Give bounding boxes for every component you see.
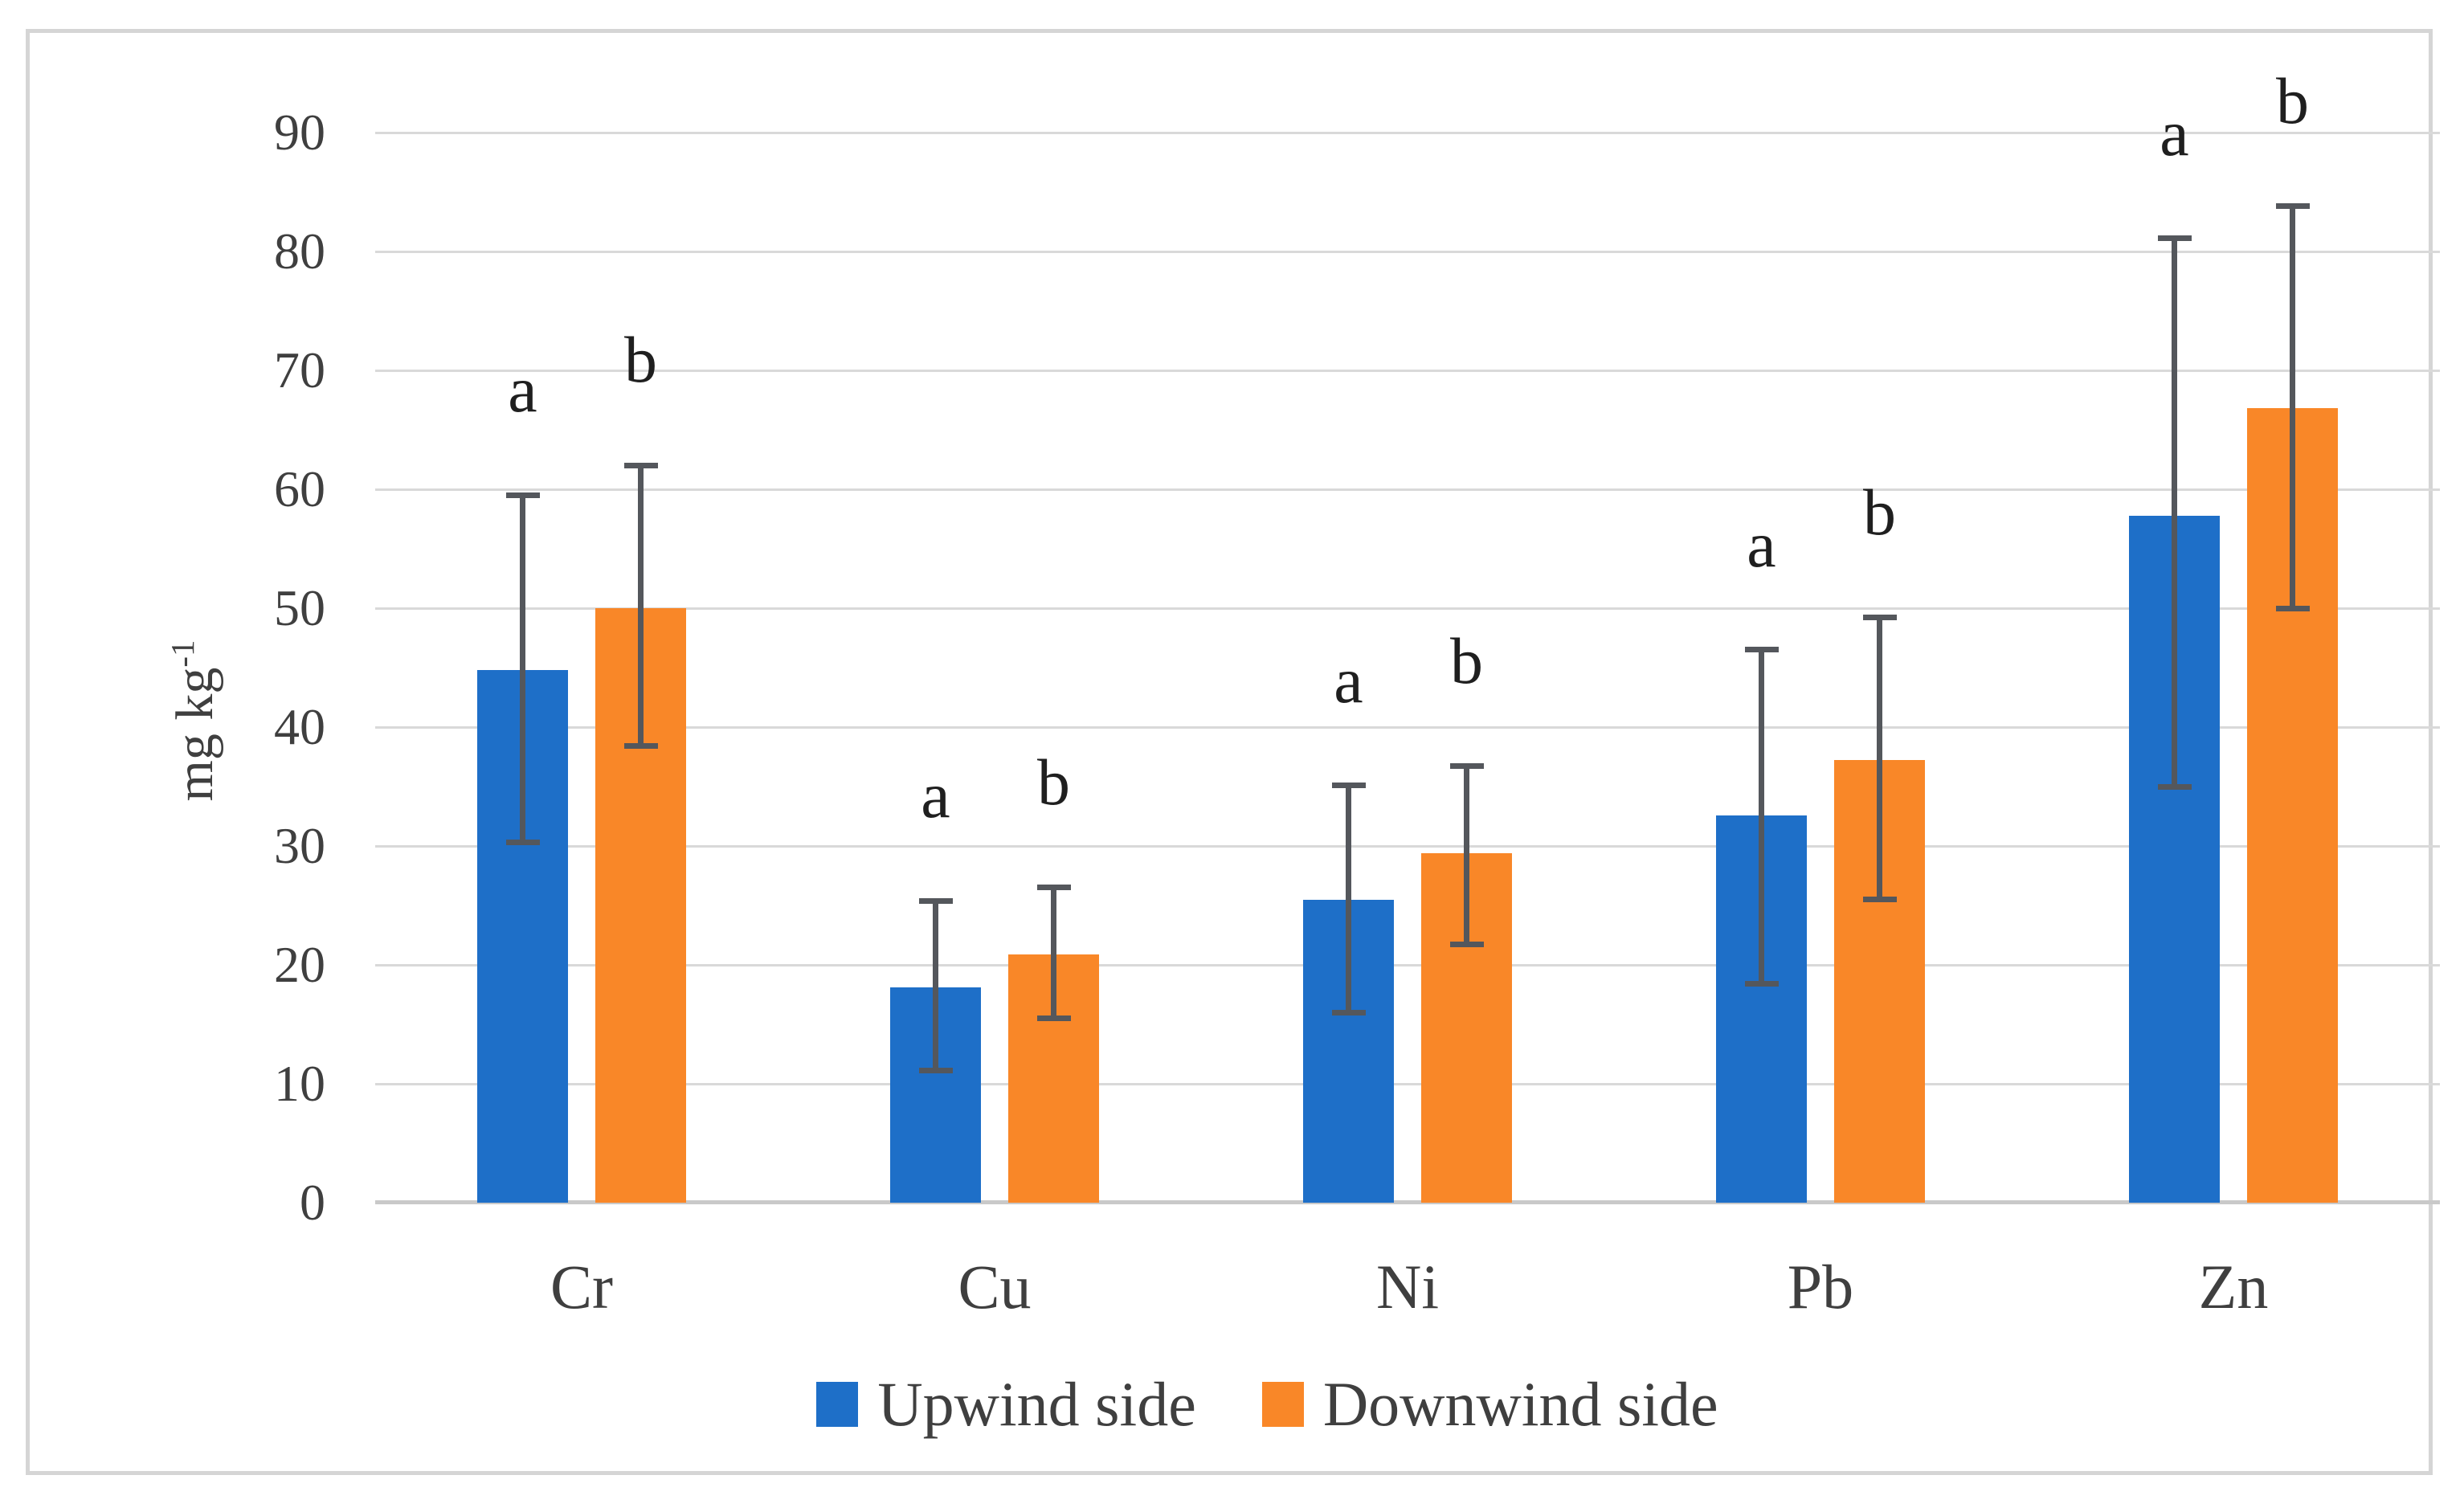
error-bar-upwind-cr	[520, 495, 525, 843]
error-bar-cap-bottom-upwind-zn	[2157, 783, 2192, 790]
y-axis-title-text: mg kg	[165, 667, 224, 802]
gridline-y60	[375, 488, 2440, 491]
y-tick-label-80: 80	[274, 223, 325, 280]
error-bar-upwind-cu	[933, 901, 938, 1071]
error-bar-cap-top-downwind-pb	[1862, 615, 1897, 621]
legend-swatch-downwind	[1261, 1382, 1304, 1427]
y-tick-label-30: 30	[274, 817, 325, 874]
significance-letter-downwind-ni: b	[1450, 623, 1483, 697]
error-bar-upwind-pb	[1759, 649, 1764, 984]
x-axis-baseline	[375, 1200, 2440, 1204]
legend: Upwind side Downwind side	[30, 1373, 2429, 1436]
significance-letter-downwind-cu: b	[1037, 745, 1070, 819]
error-bar-cap-top-downwind-ni	[1449, 763, 1484, 770]
significance-letter-upwind-zn: a	[2160, 96, 2189, 170]
error-bar-cap-top-downwind-cu	[1036, 885, 1071, 891]
chart-frame-border: a b a b a b a b a b 0 10 20 30 40 50 60 70 80 90 mg kg-1 C…	[26, 29, 2440, 1475]
error-bar-downwind-zn	[2290, 206, 2295, 608]
error-bar-downwind-cu	[1051, 887, 1056, 1019]
error-bar-downwind-pb	[1877, 617, 1882, 900]
error-bar-cap-top-upwind-ni	[1331, 783, 1366, 789]
error-bar-cap-top-downwind-zn	[2275, 203, 2310, 210]
y-axis-title-superscript: -1	[165, 640, 201, 668]
error-bar-cap-bottom-upwind-cr	[505, 840, 540, 846]
x-category-label-cr: Cr	[550, 1252, 613, 1322]
y-tick-label-60: 60	[274, 460, 325, 517]
y-tick-label-40: 40	[274, 698, 325, 755]
significance-letter-downwind-pb: b	[1863, 475, 1896, 549]
error-bar-cap-top-upwind-cr	[505, 492, 540, 498]
gridline-y70	[375, 369, 2440, 372]
gridline-y30	[375, 844, 2440, 848]
y-tick-label-10: 10	[274, 1055, 325, 1112]
gridline-y50	[375, 607, 2440, 610]
significance-letter-upwind-cr: a	[508, 353, 537, 427]
significance-letter-upwind-pb: a	[1747, 507, 1776, 581]
error-bar-cap-bottom-downwind-cu	[1036, 1015, 1071, 1022]
error-bar-cap-top-downwind-cr	[623, 462, 658, 468]
gridline-y90	[375, 131, 2440, 134]
legend-label-downwind: Downwind side	[1322, 1369, 1718, 1439]
x-category-label-ni: Ni	[1376, 1252, 1439, 1322]
significance-letter-upwind-ni: a	[1334, 643, 1363, 717]
x-category-label-pb: Pb	[1787, 1252, 1854, 1322]
error-bar-cap-bottom-upwind-cu	[918, 1068, 953, 1074]
gridline-y40	[375, 725, 2440, 729]
error-bar-cap-top-upwind-cu	[918, 897, 953, 904]
legend-item-upwind: Upwind side	[816, 1369, 1196, 1439]
error-bar-cap-bottom-upwind-ni	[1331, 1009, 1366, 1015]
error-bar-cap-bottom-downwind-pb	[1862, 897, 1897, 903]
error-bar-downwind-cr	[638, 465, 644, 746]
legend-label-upwind: Upwind side	[877, 1369, 1196, 1439]
legend-item-downwind: Downwind side	[1261, 1369, 1718, 1439]
significance-letter-downwind-cr: b	[624, 323, 657, 397]
legend-swatch-upwind	[816, 1382, 859, 1427]
y-tick-label-90: 90	[274, 104, 325, 161]
error-bar-cap-bottom-downwind-zn	[2275, 605, 2310, 611]
y-tick-label-70: 70	[274, 341, 325, 398]
error-bar-upwind-ni	[1346, 785, 1351, 1013]
significance-letter-downwind-zn: b	[2276, 63, 2309, 137]
gridline-y80	[375, 250, 2440, 253]
y-tick-label-0: 0	[300, 1174, 325, 1231]
y-tick-label-50: 50	[274, 579, 325, 636]
x-category-label-cu: Cu	[958, 1252, 1032, 1322]
error-bar-cap-bottom-downwind-cr	[623, 743, 658, 750]
x-category-label-zn: Zn	[2198, 1252, 2269, 1322]
gridline-y20	[375, 963, 2440, 966]
y-tick-label-20: 20	[274, 936, 325, 993]
error-bar-cap-bottom-upwind-pb	[1744, 981, 1779, 987]
error-bar-upwind-zn	[2172, 238, 2177, 787]
error-bar-downwind-ni	[1464, 766, 1469, 945]
y-axis-title: mg kg-1	[165, 480, 224, 962]
significance-letter-upwind-cu: a	[921, 758, 950, 832]
gridline-y10	[375, 1082, 2440, 1085]
error-bar-cap-bottom-downwind-ni	[1449, 942, 1484, 948]
error-bar-cap-top-upwind-zn	[2157, 235, 2192, 242]
error-bar-cap-top-upwind-pb	[1744, 647, 1779, 653]
